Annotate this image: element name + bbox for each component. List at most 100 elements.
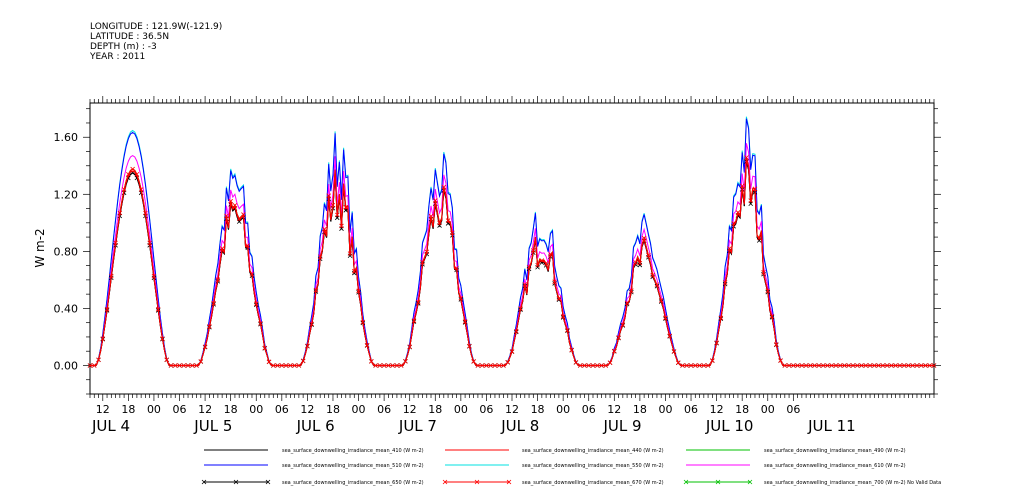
x-hour-tick-label: 06 xyxy=(479,403,493,416)
series-marker-7 xyxy=(556,296,562,301)
series-marker-7 xyxy=(573,360,579,365)
series-marker-7 xyxy=(543,261,549,266)
series-marker-7 xyxy=(407,344,412,350)
series-marker-7 xyxy=(599,363,604,368)
series-marker-7 xyxy=(437,220,442,226)
series-marker-7 xyxy=(829,363,834,368)
x-hour-tick-label: 18 xyxy=(326,403,340,416)
series-marker-7 xyxy=(735,210,741,215)
series-marker-7 xyxy=(637,260,643,266)
series-marker-7 xyxy=(893,363,898,368)
series-marker-7 xyxy=(138,187,144,192)
series-marker-7 xyxy=(211,300,216,306)
series-marker-7 xyxy=(778,358,783,363)
series-marker-7 xyxy=(241,212,246,217)
x-hour-tick-label: 00 xyxy=(352,403,366,416)
legend-label-0: sea_surface_downwelling_irradiance_mean_… xyxy=(282,448,424,454)
series-marker-7 xyxy=(296,363,302,368)
series-marker-7 xyxy=(381,363,387,368)
series-marker-7 xyxy=(765,288,771,294)
x-hour-tick-label: 12 xyxy=(403,403,417,416)
series-marker-7 xyxy=(471,359,476,364)
series-marker-7 xyxy=(820,363,826,368)
series-marker-7 xyxy=(219,246,225,251)
x-day-label: JUL 4 xyxy=(91,417,130,435)
series-marker-7 xyxy=(927,363,933,368)
series-marker-7 xyxy=(386,363,391,368)
series-marker-7 xyxy=(313,287,319,293)
series-marker-7 xyxy=(863,363,869,368)
series-marker-7 xyxy=(513,328,519,334)
series-line-2 xyxy=(90,157,934,366)
series-marker-7 xyxy=(360,319,366,325)
series-marker-7 xyxy=(539,258,545,263)
series-marker-7 xyxy=(100,336,106,341)
x-day-label: JUL 10 xyxy=(705,417,754,435)
series-marker-7 xyxy=(812,363,817,368)
series-marker-7 xyxy=(918,363,924,368)
series-marker-7 xyxy=(624,300,630,306)
series-marker-7 xyxy=(552,279,557,285)
series-marker-7 xyxy=(509,349,515,354)
series-marker-7 xyxy=(373,363,378,368)
series-marker-7 xyxy=(769,314,775,319)
series-marker-7 xyxy=(117,210,123,216)
series-marker-7 xyxy=(96,357,101,363)
series-marker-7 xyxy=(688,363,694,368)
x-hour-tick-label: 00 xyxy=(658,403,672,416)
legend-label-4: sea_surface_downwelling_irradiance_mean_… xyxy=(522,463,664,469)
x-day-label: JUL 9 xyxy=(603,417,642,435)
series-marker-7 xyxy=(560,314,566,319)
series-marker-7 xyxy=(194,363,199,368)
x-hour-tick-label: 18 xyxy=(428,403,442,416)
series-marker-7 xyxy=(398,363,404,368)
series-marker-7 xyxy=(309,321,314,327)
series-marker-7 xyxy=(901,363,907,368)
series-line-3 xyxy=(90,118,934,366)
plot-metadata: LONGITUDE : 121.9W(-121.9) LATITUDE : 36… xyxy=(90,22,222,62)
series-marker-7 xyxy=(121,187,127,192)
series-marker-7 xyxy=(889,363,894,368)
series-marker-7 xyxy=(876,363,881,368)
series-marker-7 xyxy=(526,264,532,270)
longitude-label: LONGITUDE : 121.9W(-121.9) xyxy=(90,22,223,32)
series-marker-7 xyxy=(352,268,357,274)
x-day-label: JUL 8 xyxy=(500,417,539,435)
series-marker-7 xyxy=(87,363,93,368)
x-hour-tick-label: 06 xyxy=(582,403,596,416)
series-marker-7 xyxy=(185,363,191,368)
series-marker-7 xyxy=(629,288,634,293)
series-marker-7 xyxy=(663,315,668,321)
series-marker-7 xyxy=(326,193,331,198)
x-hour-tick-label: 06 xyxy=(786,403,800,416)
series-marker-7 xyxy=(228,198,233,204)
series-marker-7 xyxy=(317,254,323,260)
series-marker-7 xyxy=(850,363,856,368)
series-marker-7 xyxy=(842,363,847,368)
series-marker-7 xyxy=(343,204,349,210)
series-marker-7 xyxy=(803,363,809,368)
series-marker-7 xyxy=(283,363,289,368)
series-marker-7 xyxy=(756,235,762,241)
series-marker-7 xyxy=(612,348,617,354)
series-marker-7 xyxy=(377,363,383,368)
series-marker-6 xyxy=(637,262,643,268)
series-marker-7 xyxy=(155,307,161,312)
series-marker-7 xyxy=(271,363,276,368)
series-marker-7 xyxy=(620,322,626,328)
legend-label-2: sea_surface_downwelling_irradiance_mean_… xyxy=(764,448,906,454)
series-marker-7 xyxy=(420,260,425,265)
series-marker-7 xyxy=(582,363,587,368)
legend-label-1: sea_surface_downwelling_irradiance_mean_… xyxy=(522,448,664,454)
series-marker-7 xyxy=(586,363,592,368)
series-marker-7 xyxy=(249,271,255,277)
series-marker-7 xyxy=(880,363,886,368)
series-marker-7 xyxy=(569,347,574,353)
series-marker-7 xyxy=(825,363,830,368)
series-marker-7 xyxy=(522,282,528,287)
series-marker-7 xyxy=(262,345,268,351)
x-hour-tick-label: 06 xyxy=(275,403,289,416)
x-hour-tick-label: 18 xyxy=(735,403,749,416)
series-marker-7 xyxy=(744,155,749,160)
